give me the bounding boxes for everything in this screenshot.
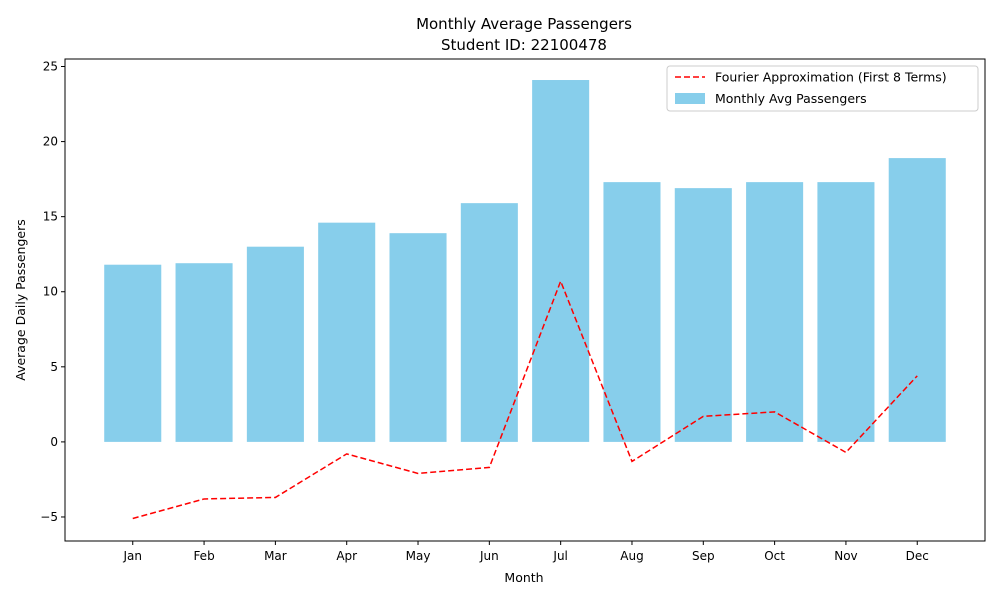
y-axis-label: Average Daily Passengers [13, 219, 28, 380]
x-axis: Jan Feb Mar Apr May Jun Jul Aug Sep Oct Nov Dec [123, 541, 929, 563]
y-tick-label: 10 [43, 285, 58, 299]
y-tick-label: 20 [43, 135, 58, 149]
x-tick-label-feb: Feb [193, 549, 214, 563]
x-tick-label-oct: Oct [764, 549, 785, 563]
bar-nov [817, 182, 875, 442]
y-tick-label: 5 [50, 360, 58, 374]
legend-label-monthly-avg: Monthly Avg Passengers [715, 91, 867, 106]
bar-sep [674, 188, 732, 442]
legend: Fourier Approximation (First 8 Terms) Mo… [666, 65, 979, 112]
bar-jan [104, 264, 162, 442]
bar-jun [460, 203, 518, 442]
bar-may [389, 233, 447, 442]
y-tick-label: −5 [40, 510, 58, 524]
bar-jul [532, 80, 590, 442]
bar-mar [246, 246, 304, 442]
legend-label-fourier: Fourier Approximation (First 8 Terms) [715, 70, 947, 85]
chart-subtitle: Student ID: 22100478 [441, 36, 607, 54]
bar-oct [746, 182, 804, 442]
y-tick-label: 25 [43, 60, 58, 74]
plot-frame [64, 58, 986, 542]
x-tick-label-jul: Jul [552, 549, 567, 563]
x-tick-label-may: May [406, 549, 431, 563]
y-axis: −5 0 5 10 15 20 25 [40, 60, 65, 524]
x-tick-label-sep: Sep [692, 549, 715, 563]
bar-apr [318, 222, 376, 442]
bar-dec [888, 158, 946, 442]
x-tick-label-apr: Apr [336, 549, 357, 563]
x-axis-label: Month [504, 570, 543, 585]
x-tick-label-nov: Nov [834, 549, 857, 563]
x-tick-label-mar: Mar [264, 549, 287, 563]
bar-aug [603, 182, 661, 442]
x-tick-label-dec: Dec [906, 549, 929, 563]
x-tick-label-jun: Jun [479, 549, 499, 563]
bar-feb [175, 263, 233, 442]
fourier-line [132, 279, 918, 520]
chart-title: Monthly Average Passengers [416, 15, 632, 33]
plot-area [104, 80, 946, 520]
legend-box [666, 65, 979, 112]
x-tick-label-aug: Aug [620, 549, 643, 563]
y-tick-label: 15 [43, 210, 58, 224]
x-tick-label-jan: Jan [123, 549, 143, 563]
legend-bar-swatch [675, 93, 705, 104]
y-tick-label: 0 [50, 435, 58, 449]
